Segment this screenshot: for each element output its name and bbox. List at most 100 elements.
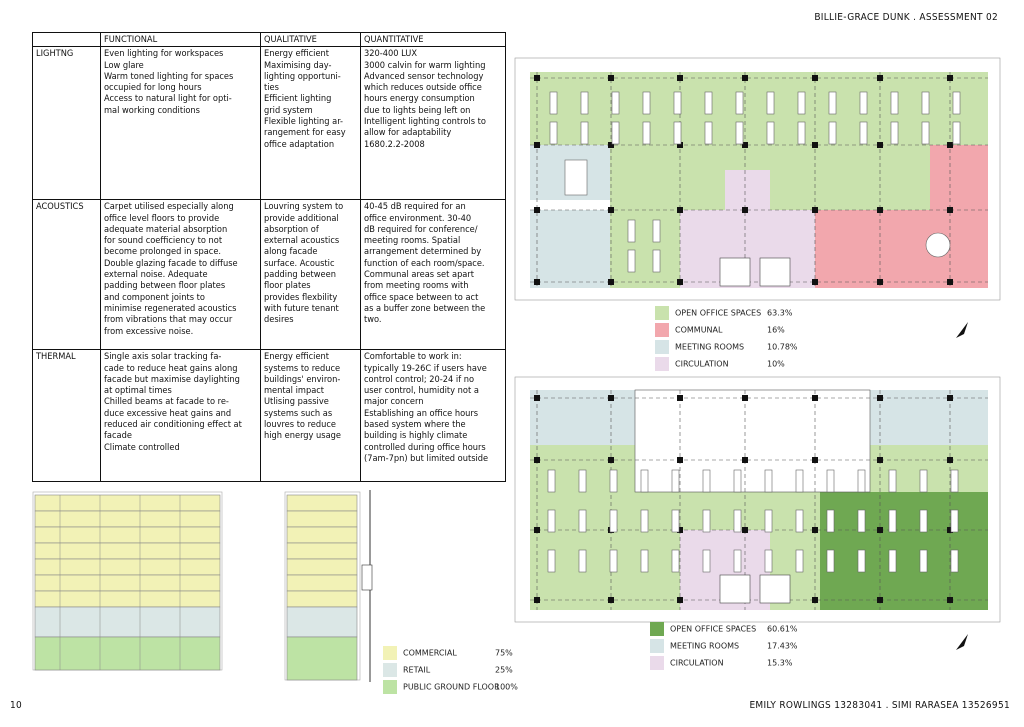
- cell-line: Louvring system to: [264, 201, 344, 213]
- column: [677, 279, 683, 285]
- row-label: LIGHTNG: [32, 46, 101, 201]
- desk: [673, 91, 682, 115]
- desk: [764, 469, 773, 493]
- criteria-table: FUNCTIONAL QUALITATIVE QUANTITATIVE LIGHTNG…: [32, 31, 506, 483]
- cell-line: function of each room/space.: [364, 257, 485, 269]
- cell-line: from excessive noise.: [104, 325, 194, 337]
- zone: [610, 210, 680, 288]
- desk: [826, 549, 835, 573]
- legend-swatch: [383, 646, 397, 660]
- column: [534, 597, 540, 603]
- desk: [921, 121, 930, 145]
- table-cell: Energy efficient systems to reduce buildin…: [260, 349, 361, 483]
- cell-line: at optimal times: [104, 385, 172, 397]
- desk: [890, 121, 899, 145]
- cell-line: Efficient lighting: [264, 93, 332, 105]
- desk: [547, 469, 556, 493]
- cell-line: mal working conditions: [104, 104, 200, 116]
- legend-swatch: [650, 639, 664, 653]
- row-label: THERMAL: [32, 349, 101, 483]
- floor: [286, 636, 358, 681]
- table-cell: Even lighting for workspaces Low glare War…: [100, 46, 261, 201]
- column: [812, 457, 818, 463]
- column: [742, 207, 748, 213]
- floor: [34, 494, 221, 512]
- table-cell: Carpet utilised especially along office l…: [100, 199, 261, 351]
- desk: [919, 509, 928, 533]
- cell-line: Carpet utilised especially along: [104, 201, 234, 213]
- column: [812, 597, 818, 603]
- cell-line: surface. Acoustic: [264, 257, 335, 269]
- desk: [642, 91, 651, 115]
- cell-line: Comfortable to work in:: [364, 351, 462, 363]
- legend-swatch: [383, 663, 397, 677]
- cell-line: allow for adaptability: [364, 127, 452, 139]
- legend-swatch: [655, 357, 669, 371]
- legend-value: 63.3%: [767, 309, 793, 318]
- desk: [671, 509, 680, 533]
- cell-line: from vibrations that may occur: [104, 314, 233, 326]
- cell-line: office level floors to provide: [104, 212, 220, 224]
- desk: [859, 121, 868, 145]
- desk: [764, 509, 773, 533]
- legend-value: 10%: [767, 360, 785, 369]
- cell-line: office space between to act: [364, 291, 479, 303]
- zone: [530, 390, 635, 445]
- cell-line: office environment. 30-40: [364, 212, 472, 224]
- lift: [759, 574, 791, 604]
- column: [742, 395, 748, 401]
- column: [742, 142, 748, 148]
- cell-line: become prolonged in space.: [104, 246, 222, 258]
- column: [947, 279, 953, 285]
- table-cell: Single axis solar tracking fa-cade to re…: [100, 349, 261, 483]
- column: [534, 75, 540, 81]
- zone: [930, 145, 988, 210]
- zone: [820, 492, 988, 610]
- cell-line: 40-45 dB required for an: [364, 201, 466, 213]
- zone: [815, 210, 988, 288]
- column: [742, 457, 748, 463]
- legend-value: 25%: [495, 666, 513, 675]
- cell-line: meeting rooms. Spatial: [364, 235, 461, 247]
- desk: [704, 121, 713, 145]
- floor: [286, 510, 358, 528]
- cell-line: Establishing an office hours: [364, 407, 479, 419]
- column: [534, 395, 540, 401]
- cell-line: 320-400 LUX: [364, 48, 418, 60]
- legend-name: COMMERCIAL: [403, 649, 457, 658]
- column: [812, 142, 818, 148]
- table-row: LIGHTNG Even lighting for workspaces Low g…: [32, 46, 506, 201]
- desk: [919, 469, 928, 493]
- desk: [950, 469, 959, 493]
- cell-line: cade to reduce heat gains along: [104, 362, 238, 374]
- atrium: [634, 389, 871, 493]
- cell-line: Climate controlled: [104, 441, 180, 453]
- desk: [888, 509, 897, 533]
- north-arrow: [956, 634, 968, 650]
- column: [608, 279, 614, 285]
- cell-line: absorption of: [264, 223, 319, 235]
- cell-line: for sound coefficiency to not: [104, 235, 223, 247]
- page-number: 10: [10, 700, 23, 711]
- desk: [735, 91, 744, 115]
- footer-authors: EMILY ROWLINGS 13283041 . SIMI RARASEA 1…: [749, 700, 1010, 711]
- table: [564, 159, 588, 196]
- zone: [725, 170, 770, 210]
- column-header: FUNCTIONAL: [100, 31, 261, 48]
- column: [877, 395, 883, 401]
- desk: [733, 509, 742, 533]
- desk: [578, 509, 587, 533]
- floor: [286, 494, 358, 512]
- floor: [34, 558, 221, 576]
- desk: [952, 121, 961, 145]
- desk: [733, 469, 742, 493]
- desk: [795, 549, 804, 573]
- column: [877, 597, 883, 603]
- table-row: ACOUSTICS Carpet utilised especially alon…: [32, 199, 506, 351]
- floor: [286, 542, 358, 560]
- zone: [870, 445, 988, 492]
- desk: [549, 121, 558, 145]
- desk: [609, 469, 618, 493]
- cell-line: Access to natural light for opti-: [104, 93, 232, 105]
- column: [534, 207, 540, 213]
